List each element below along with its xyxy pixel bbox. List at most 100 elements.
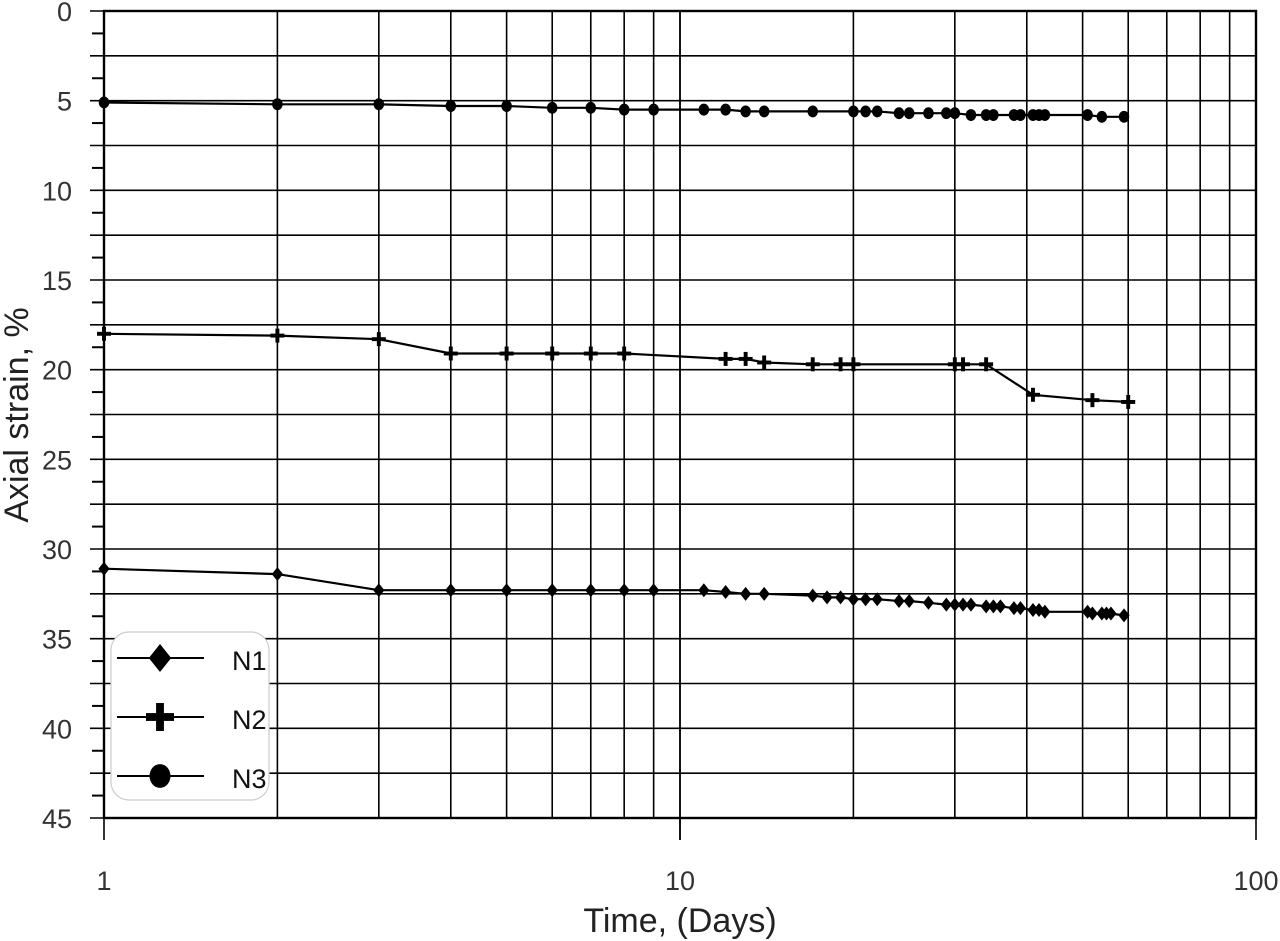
data-point xyxy=(807,588,819,603)
data-point xyxy=(448,346,453,361)
y-tick-label: 40 xyxy=(42,714,72,744)
legend-label-n3: N3 xyxy=(232,764,267,794)
data-point xyxy=(994,599,1007,614)
data-point xyxy=(980,599,992,614)
diamond-icon xyxy=(148,644,172,672)
data-point xyxy=(1039,109,1051,121)
plot-frame xyxy=(102,9,1258,820)
data-point xyxy=(546,583,558,598)
data-point xyxy=(98,561,110,576)
data-point xyxy=(1031,387,1035,402)
data-point xyxy=(957,597,969,612)
data-point xyxy=(961,357,965,372)
data-point xyxy=(373,583,385,598)
data-point xyxy=(987,599,999,614)
y-tick-label: 45 xyxy=(42,804,72,834)
data-point xyxy=(762,355,767,370)
data-point xyxy=(984,357,989,372)
data-point xyxy=(720,585,732,600)
data-point xyxy=(740,105,751,118)
data-point xyxy=(102,326,106,341)
series-n2 xyxy=(97,326,1136,409)
data-point xyxy=(860,105,871,118)
data-point xyxy=(1096,110,1108,123)
data-point xyxy=(550,346,555,361)
data-point xyxy=(618,103,630,116)
data-point xyxy=(859,592,872,607)
data-point xyxy=(758,586,770,601)
data-point xyxy=(810,357,815,372)
data-point xyxy=(758,105,770,118)
plus-icon xyxy=(156,703,164,731)
data-point xyxy=(1105,606,1117,621)
data-point xyxy=(851,357,856,372)
data-point xyxy=(501,100,512,112)
y-tick-label: 15 xyxy=(42,266,72,296)
y-tick-label: 0 xyxy=(57,0,72,27)
data-point xyxy=(648,583,660,598)
data-point xyxy=(1086,606,1099,621)
data-point xyxy=(1118,110,1130,123)
y-tick-label: 35 xyxy=(42,625,72,655)
data-point xyxy=(98,96,110,109)
data-point xyxy=(903,107,915,120)
series-n3 xyxy=(98,96,1130,123)
data-point xyxy=(740,586,752,601)
data-point xyxy=(922,595,935,610)
data-point xyxy=(1014,601,1027,616)
y-tick-label: 10 xyxy=(42,176,72,206)
data-point xyxy=(949,597,961,612)
y-tick-labels: 0 5 10 15 20 25 30 35 40 45 xyxy=(42,0,72,834)
data-point xyxy=(743,351,748,366)
data-point xyxy=(847,592,859,607)
x-axis-title: Time, (Days) xyxy=(583,902,776,940)
data-point xyxy=(588,346,593,361)
data-point xyxy=(445,100,457,112)
data-point xyxy=(618,583,630,598)
data-point xyxy=(1090,393,1095,408)
data-point xyxy=(585,583,597,598)
data-point xyxy=(720,103,731,116)
data-point xyxy=(648,103,659,116)
series-n1 xyxy=(98,561,1130,623)
axes xyxy=(102,9,1258,820)
x-tick-labels: 1 10 100 xyxy=(96,866,1278,896)
data-point xyxy=(821,590,833,605)
data-point xyxy=(1015,109,1026,121)
legend-label-n1: N1 xyxy=(232,646,267,676)
data-point xyxy=(1118,608,1130,623)
data-point xyxy=(940,597,952,612)
data-point xyxy=(988,109,999,121)
data-point xyxy=(271,567,283,582)
y-tick-label: 30 xyxy=(42,535,72,565)
series-line xyxy=(103,332,1129,403)
data-point xyxy=(848,105,859,118)
y-tick-label: 20 xyxy=(42,356,72,386)
data-point xyxy=(698,103,710,116)
data-point xyxy=(1082,109,1093,121)
data-point xyxy=(893,594,905,609)
data-point xyxy=(272,98,283,111)
data-point xyxy=(949,107,961,120)
data-series xyxy=(97,96,1136,623)
data-point xyxy=(1126,394,1131,409)
data-point xyxy=(941,107,952,120)
data-point xyxy=(1027,602,1039,617)
data-point xyxy=(1008,601,1020,616)
data-point xyxy=(501,583,513,598)
data-point xyxy=(893,107,905,120)
data-point xyxy=(965,597,977,612)
data-point xyxy=(445,583,457,598)
data-point xyxy=(622,346,627,361)
data-point xyxy=(965,109,977,121)
x-tick-label: 100 xyxy=(1233,866,1278,896)
data-point xyxy=(546,101,558,114)
data-point xyxy=(903,594,915,609)
circle-icon xyxy=(149,764,171,788)
data-point xyxy=(871,592,883,607)
data-point xyxy=(698,583,710,598)
data-point xyxy=(952,357,957,372)
x-tick-label: 1 xyxy=(96,866,111,896)
legend-label-n2: N2 xyxy=(232,705,267,735)
